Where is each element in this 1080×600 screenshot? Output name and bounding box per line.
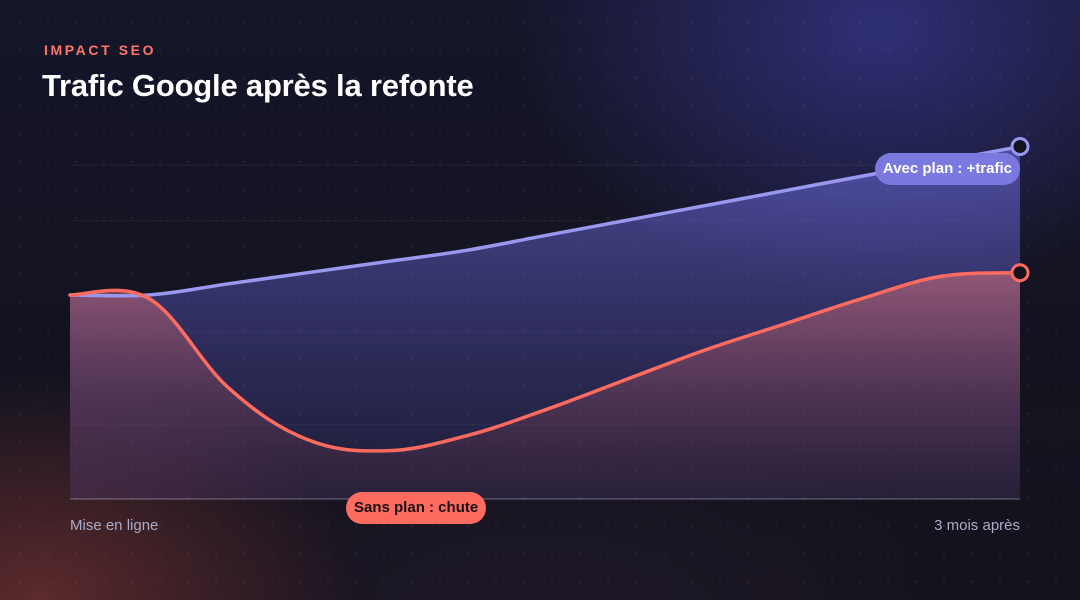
x-tick-label-start: Mise en ligne	[70, 517, 159, 534]
end-point-sans-plan	[1010, 263, 1030, 283]
series-areas	[70, 146, 1020, 500]
series-line-sans-plan	[68, 270, 1022, 453]
end-points	[1010, 137, 1030, 283]
series-line-avec-plan	[68, 144, 1022, 298]
series-label-sans-plan: Sans plan : chute	[346, 492, 487, 524]
end-point-avec-plan	[1010, 137, 1030, 157]
chart-title: Trafic Google après la refonte	[42, 68, 474, 103]
series-area-sans-plan	[70, 272, 1020, 499]
series-label-avec-plan: Avec plan : +trafic	[874, 153, 1020, 185]
x-tick-label-end: 3 mois après	[934, 517, 1020, 534]
series-lines	[68, 144, 1022, 453]
eyebrow-label: IMPACT SEO	[44, 42, 157, 58]
